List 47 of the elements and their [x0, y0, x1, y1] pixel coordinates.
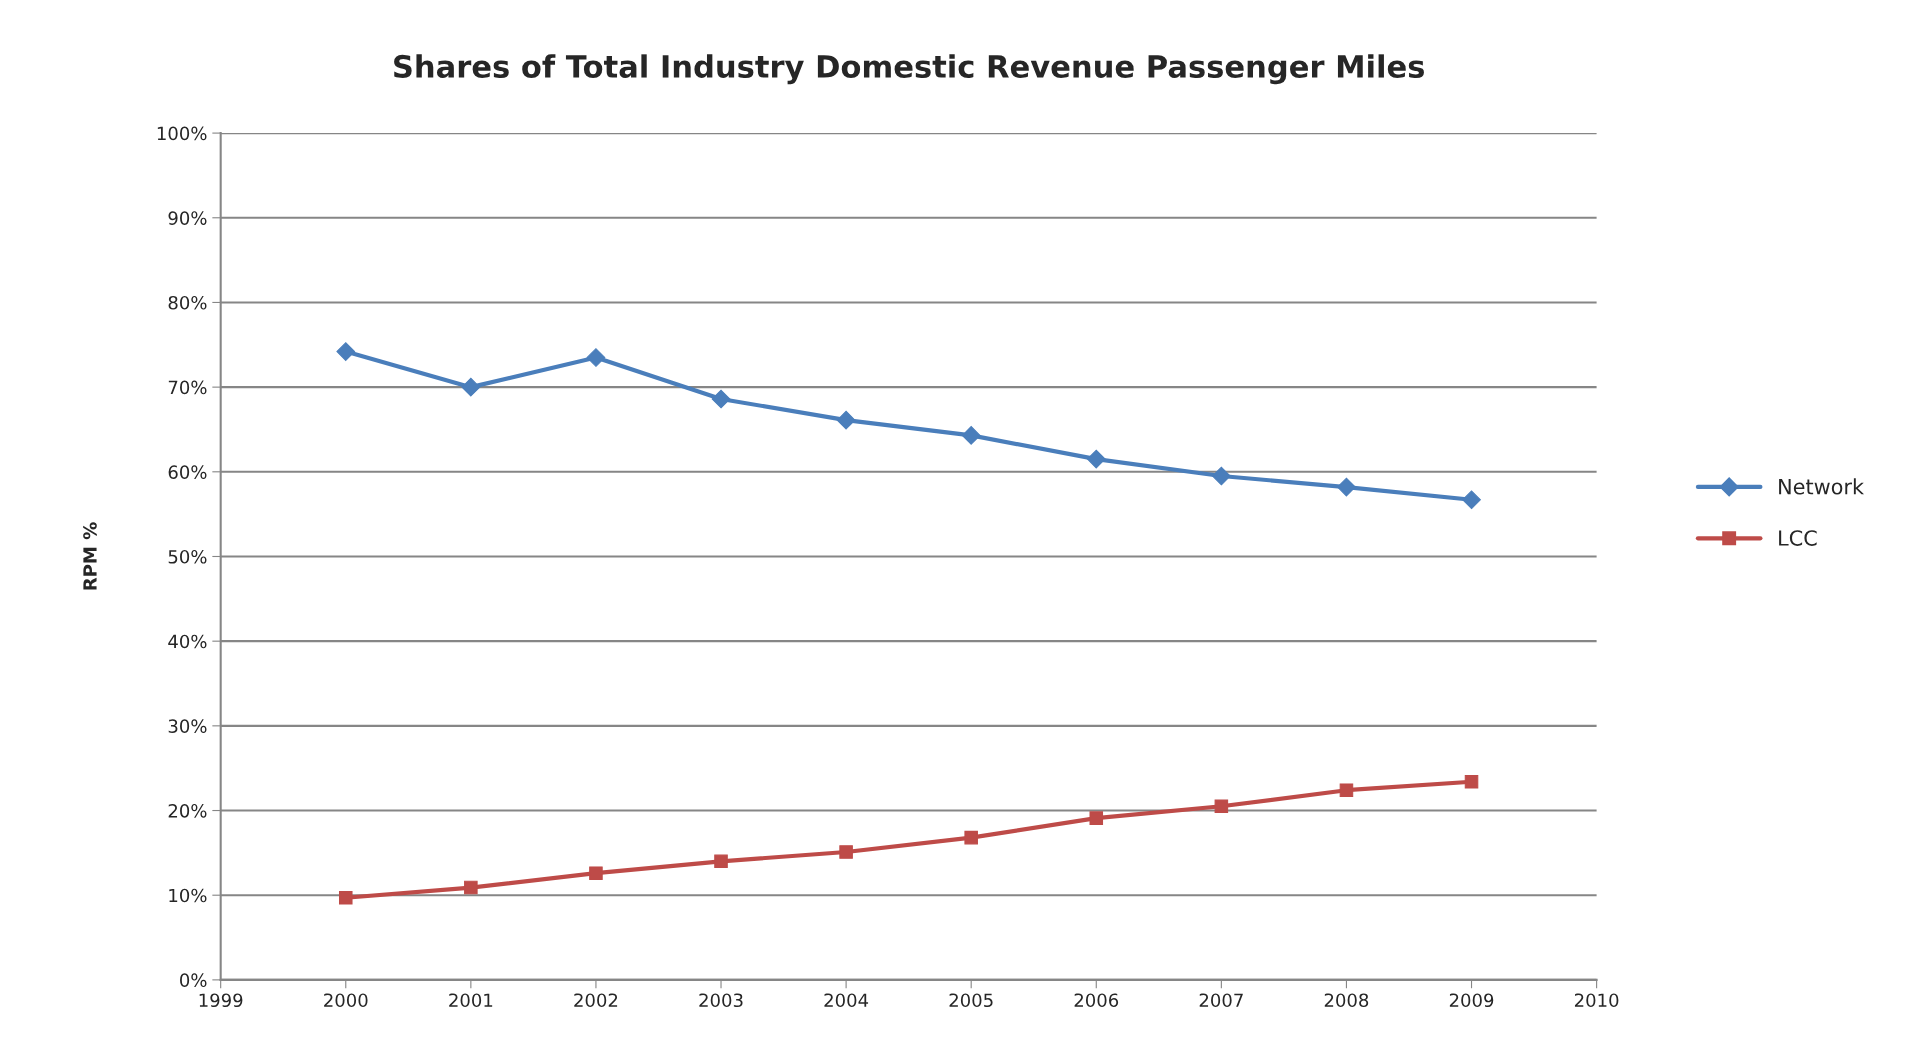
point	[464, 880, 478, 895]
x-tick-label: 2004	[824, 993, 869, 1008]
legend-label: Network	[1779, 478, 1865, 495]
y-tick-label: 30%	[168, 719, 207, 733]
legend-label: LCC	[1779, 530, 1817, 546]
point	[1337, 477, 1356, 497]
x-tick-label: 2009	[1449, 993, 1494, 1008]
x-tick-label: 2010	[1574, 993, 1619, 1008]
point	[461, 377, 481, 397]
y-axis-title: RPM %	[83, 522, 97, 590]
point	[1086, 449, 1106, 469]
point	[1214, 799, 1229, 814]
point	[1339, 783, 1354, 797]
y-tick-label: 0%	[180, 973, 207, 987]
y-tick-label: 100%	[157, 126, 207, 141]
x-tick-label: 2000	[324, 993, 368, 1008]
x-tick-label: 1999	[199, 993, 243, 1008]
x-tick-label: 2005	[949, 993, 993, 1008]
point	[589, 866, 603, 880]
point	[1089, 811, 1104, 825]
x-tick-label: 2003	[699, 993, 743, 1008]
y-tick-label: 40%	[168, 634, 207, 649]
y-tick-label: 80%	[168, 295, 207, 310]
y-tick-label: 60%	[168, 465, 207, 479]
point	[961, 426, 981, 445]
point	[839, 845, 853, 859]
point	[711, 389, 731, 409]
point	[1212, 466, 1231, 486]
y-tick-label: 70%	[168, 380, 207, 395]
chart-title: Shares of Total Industry Domestic Revenue Passenger Miles	[394, 54, 1424, 85]
point	[1464, 774, 1479, 789]
point	[339, 890, 353, 905]
x-tick-label: 2008	[1324, 993, 1369, 1008]
y-tick-label: 10%	[169, 888, 207, 903]
x-tick-label: 2007	[1199, 993, 1243, 1008]
point	[586, 348, 606, 367]
x-tick-label: 2001	[449, 993, 493, 1008]
point	[714, 854, 728, 869]
point	[1462, 490, 1481, 510]
x-tick-label: 2006	[1074, 993, 1119, 1008]
y-tick-label: 90%	[168, 211, 207, 225]
point	[836, 410, 856, 430]
point	[964, 830, 978, 845]
x-tick-label: 2002	[574, 993, 618, 1008]
point	[336, 342, 356, 361]
y-tick-label: 50%	[168, 549, 207, 564]
y-tick-label: 20%	[168, 803, 207, 818]
